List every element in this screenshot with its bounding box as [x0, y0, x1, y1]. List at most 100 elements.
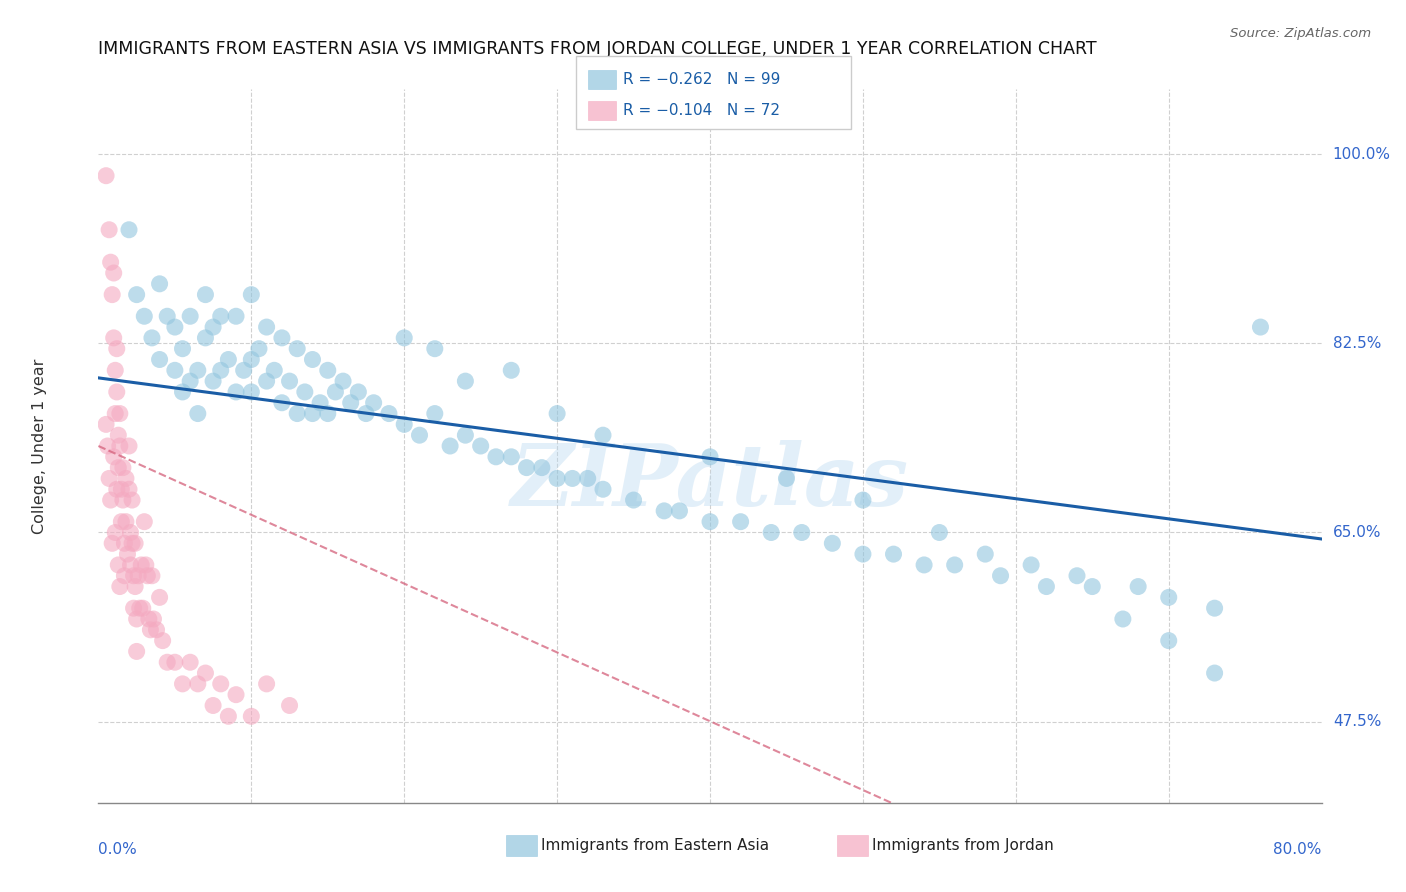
Point	[454, 374, 477, 388]
Point	[501, 450, 523, 464]
Point	[156, 310, 179, 324]
Point	[149, 352, 172, 367]
Point	[240, 287, 263, 301]
Point	[301, 407, 323, 421]
Text: 0.0%: 0.0%	[98, 842, 138, 856]
Point	[202, 698, 225, 713]
Point	[98, 223, 121, 237]
Point	[142, 612, 165, 626]
Point	[1066, 568, 1088, 582]
Point	[145, 623, 167, 637]
Text: 82.5%: 82.5%	[1333, 335, 1381, 351]
Point	[125, 287, 148, 301]
Point	[225, 310, 247, 324]
Point	[278, 374, 301, 388]
Point	[156, 655, 179, 669]
Point	[325, 384, 347, 399]
Point	[247, 342, 270, 356]
Point	[363, 396, 385, 410]
Point	[103, 266, 125, 280]
Point	[172, 384, 194, 399]
Point	[100, 255, 122, 269]
Text: College, Under 1 year: College, Under 1 year	[32, 359, 48, 533]
Point	[111, 460, 134, 475]
Point	[128, 601, 150, 615]
Point	[1249, 320, 1271, 334]
Point	[209, 363, 232, 377]
Point	[122, 568, 145, 582]
Text: 47.5%: 47.5%	[1333, 714, 1381, 729]
Point	[141, 568, 163, 582]
Point	[240, 384, 263, 399]
Point	[121, 536, 143, 550]
Point	[97, 439, 120, 453]
Point	[439, 439, 461, 453]
Point	[232, 363, 254, 377]
Text: 65.0%: 65.0%	[1333, 525, 1381, 540]
Point	[485, 450, 508, 464]
Point	[172, 677, 194, 691]
Point	[217, 709, 239, 723]
Point	[309, 396, 332, 410]
Point	[110, 482, 132, 496]
Point	[163, 363, 186, 377]
Point	[1128, 580, 1150, 594]
Point	[103, 331, 125, 345]
Point	[852, 493, 875, 508]
Point	[1157, 633, 1180, 648]
Point	[263, 363, 285, 377]
Point	[546, 407, 568, 421]
Text: 100.0%: 100.0%	[1333, 146, 1391, 161]
Point	[852, 547, 875, 561]
Point	[209, 310, 232, 324]
Point	[179, 374, 201, 388]
Point	[187, 677, 209, 691]
Point	[974, 547, 997, 561]
Point	[141, 331, 163, 345]
Point	[187, 363, 209, 377]
Point	[470, 439, 492, 453]
Point	[135, 558, 157, 572]
Point	[112, 568, 135, 582]
Point	[285, 407, 308, 421]
Point	[163, 655, 186, 669]
Point	[115, 471, 138, 485]
Point	[1204, 601, 1226, 615]
Point	[108, 439, 131, 453]
Point	[134, 310, 156, 324]
Point	[179, 655, 201, 669]
Point	[278, 698, 301, 713]
Text: R = −0.104   N = 72: R = −0.104 N = 72	[623, 103, 780, 118]
Point	[378, 407, 401, 421]
Point	[240, 352, 263, 367]
Point	[115, 515, 138, 529]
Point	[107, 460, 129, 475]
Point	[149, 277, 172, 291]
Point	[912, 558, 935, 572]
Point	[194, 287, 217, 301]
Point	[285, 342, 308, 356]
Point	[129, 558, 152, 572]
Point	[392, 417, 416, 432]
Point	[120, 558, 142, 572]
Point	[392, 331, 416, 345]
Point	[883, 547, 905, 561]
Text: 80.0%: 80.0%	[1274, 842, 1322, 856]
Point	[339, 396, 361, 410]
Text: Immigrants from Eastern Asia: Immigrants from Eastern Asia	[541, 838, 769, 853]
Point	[124, 580, 146, 594]
Point	[943, 558, 966, 572]
Point	[217, 352, 239, 367]
Point	[294, 384, 316, 399]
Point	[124, 536, 146, 550]
Point	[118, 482, 141, 496]
Point	[1204, 666, 1226, 681]
Point	[105, 384, 128, 399]
Point	[928, 525, 950, 540]
Point	[103, 450, 125, 464]
Point	[668, 504, 690, 518]
Point	[546, 471, 568, 485]
Point	[125, 612, 148, 626]
Point	[134, 515, 156, 529]
Point	[132, 601, 155, 615]
